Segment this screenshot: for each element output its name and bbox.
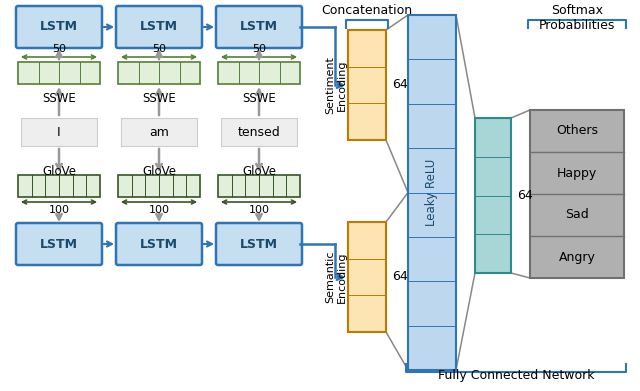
FancyBboxPatch shape	[16, 223, 102, 265]
Text: Happy: Happy	[557, 167, 597, 179]
Text: 64: 64	[392, 79, 408, 91]
Text: Concatenation: Concatenation	[321, 4, 413, 17]
Text: LSTM: LSTM	[140, 20, 178, 34]
Text: GloVe: GloVe	[42, 165, 76, 178]
Text: LSTM: LSTM	[240, 237, 278, 251]
Text: SSWE: SSWE	[42, 92, 76, 105]
Text: GloVe: GloVe	[242, 165, 276, 178]
Bar	[530, 110, 624, 278]
Text: LSTM: LSTM	[40, 237, 78, 251]
Text: SSWE: SSWE	[142, 92, 176, 105]
Bar	[21, 118, 97, 146]
Text: LSTM: LSTM	[40, 20, 78, 34]
Text: Sad: Sad	[565, 208, 589, 221]
Bar	[118, 175, 200, 197]
Bar	[218, 62, 300, 84]
FancyBboxPatch shape	[216, 6, 302, 48]
Bar	[18, 175, 100, 197]
Bar	[118, 62, 200, 84]
Text: LSTM: LSTM	[240, 20, 278, 34]
FancyBboxPatch shape	[116, 6, 202, 48]
Text: 100: 100	[148, 205, 170, 215]
Text: 64: 64	[517, 189, 532, 202]
Text: 64: 64	[392, 271, 408, 283]
Text: 50: 50	[52, 44, 66, 54]
Text: tensed: tensed	[237, 126, 280, 138]
Bar	[475, 118, 511, 273]
Text: Sentiment
Encoding: Sentiment Encoding	[325, 56, 347, 114]
FancyBboxPatch shape	[216, 223, 302, 265]
FancyBboxPatch shape	[16, 6, 102, 48]
Text: I: I	[57, 126, 61, 138]
Bar	[221, 118, 297, 146]
Text: Softmax
Probabilities: Softmax Probabilities	[539, 4, 615, 32]
Text: Leaky ReLU: Leaky ReLU	[426, 159, 438, 226]
Text: am: am	[149, 126, 169, 138]
Text: 50: 50	[252, 44, 266, 54]
Bar	[408, 15, 456, 370]
Bar	[218, 175, 300, 197]
Text: 100: 100	[49, 205, 70, 215]
Bar	[18, 62, 100, 84]
Text: Others: Others	[556, 124, 598, 138]
Text: Fully Connected Network: Fully Connected Network	[438, 369, 595, 382]
Text: GloVe: GloVe	[142, 165, 176, 178]
Text: 100: 100	[248, 205, 269, 215]
Text: Semantic
Encoding: Semantic Encoding	[325, 251, 347, 303]
FancyBboxPatch shape	[116, 223, 202, 265]
Bar	[121, 118, 197, 146]
Bar	[348, 30, 386, 140]
Text: SSWE: SSWE	[242, 92, 276, 105]
Bar	[348, 222, 386, 332]
Text: Angry: Angry	[559, 251, 595, 264]
Text: 50: 50	[152, 44, 166, 54]
Text: LSTM: LSTM	[140, 237, 178, 251]
